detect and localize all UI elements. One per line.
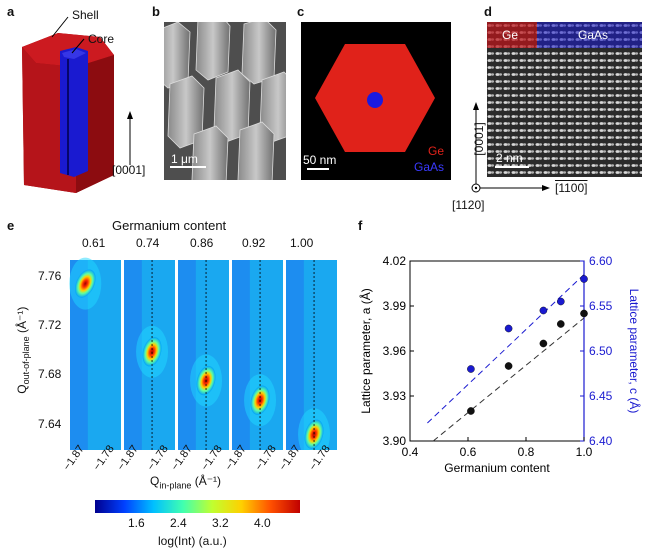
y-left-tick-label: 4.02 (383, 254, 407, 268)
rsm-ytick: 7.68 (38, 367, 62, 381)
sem-pillars (164, 22, 286, 180)
band-ge: Ge (502, 28, 519, 42)
band-gaas: GaAs (578, 28, 609, 42)
y-right-tick-label: 6.60 (589, 254, 613, 268)
haadf-image (487, 22, 642, 177)
core-label: Core (88, 32, 115, 46)
fit-line-c (427, 274, 585, 424)
data-point-a (467, 407, 475, 415)
content-label: 1.00 (290, 236, 314, 250)
rsm-maps (69, 257, 337, 450)
panel-f-label: f (358, 218, 363, 233)
data-point-c (539, 306, 548, 315)
colorbar-tick: 4.0 (254, 516, 271, 530)
y-left-tick-label: 3.90 (383, 434, 407, 448)
content-label: 0.86 (190, 236, 214, 250)
fit-line-a (432, 317, 585, 442)
legend-ge: Ge (428, 144, 445, 158)
y-right-tick-label: 6.40 (589, 434, 613, 448)
data-point-a (580, 309, 588, 318)
panel-b-label: b (152, 4, 160, 19)
panel-e-label: e (7, 218, 15, 233)
sem-scale-label: 1 μm (171, 152, 198, 166)
sem-image (164, 22, 286, 180)
crystal-axes (471, 102, 550, 193)
y-right-tick-label: 6.45 (589, 389, 613, 403)
growth-axis-label: [0001] (112, 163, 146, 177)
rsm-panel-shade (178, 260, 196, 450)
data-point-c (467, 365, 475, 373)
y-right-tick-label: 6.50 (589, 344, 613, 358)
rsm-panel-shade (286, 260, 304, 450)
data-point-a (504, 362, 513, 370)
eds-scale-label: 50 nm (303, 153, 337, 167)
colorbar-tick: 3.2 (212, 516, 229, 530)
data-point-a (539, 339, 548, 348)
x-tick-label: 0.6 (460, 445, 477, 459)
x-tick-label: 1.0 (576, 445, 593, 459)
shell-label: Shell (72, 8, 99, 22)
y-left-axis-label: Lattice parameter, a (Å) (358, 288, 373, 413)
rsm-ytick: 7.72 (38, 318, 62, 332)
rsm-ytick: 7.64 (38, 417, 62, 431)
y-left-tick-label: 3.96 (383, 344, 407, 358)
content-label: 0.92 (242, 236, 266, 250)
x-tick-label: 0.4 (402, 445, 419, 459)
colorbar (95, 500, 300, 513)
rsm-panel-shade (124, 260, 142, 450)
legend-gaas: GaAs (414, 160, 445, 174)
x-axis-label: Germanium content (444, 461, 550, 475)
plot-frame (409, 260, 585, 442)
rsm-peak (74, 269, 96, 298)
panel-d-label: d (484, 4, 492, 19)
haadf-scale-label: 2 nm (496, 151, 523, 165)
eds-hexagon (307, 44, 435, 170)
eds-map (301, 22, 451, 180)
data-point-a (557, 320, 565, 328)
y-left-tick-label: 3.93 (383, 389, 407, 403)
content-label: 0.61 (82, 236, 106, 250)
colorbar-tick: 2.4 (170, 516, 187, 530)
colorbar-tick: 1.6 (128, 516, 145, 530)
data-point-c (580, 275, 588, 283)
rsm-title: Germanium content (112, 218, 227, 233)
colorbar-label: log(Int) (a.u.) (158, 534, 227, 548)
haadf-lattice (487, 22, 642, 177)
rsm-xlabel: Qin-plane (Å⁻¹) (150, 474, 222, 491)
rsm-ytick: 7.76 (38, 269, 62, 283)
y-right-axis-label: Lattice parameter, c (Å) (627, 289, 642, 414)
rsm-peak (304, 419, 324, 449)
y-left-tick-label: 3.99 (383, 299, 407, 313)
data-point-c (504, 324, 513, 333)
x-tick-label: 0.8 (518, 445, 535, 459)
content-label: 0.74 (136, 236, 160, 250)
axis-out-label: [1120] (452, 198, 485, 212)
panel-a-label: a (7, 4, 15, 19)
nanowire-schematic (22, 16, 133, 193)
data-point-c (557, 297, 565, 306)
axis-horizontal-label: [1100] (555, 181, 588, 195)
rsm-peak (142, 337, 162, 367)
panel-c-label: c (297, 4, 305, 19)
y-right-tick-label: 6.55 (589, 299, 613, 313)
